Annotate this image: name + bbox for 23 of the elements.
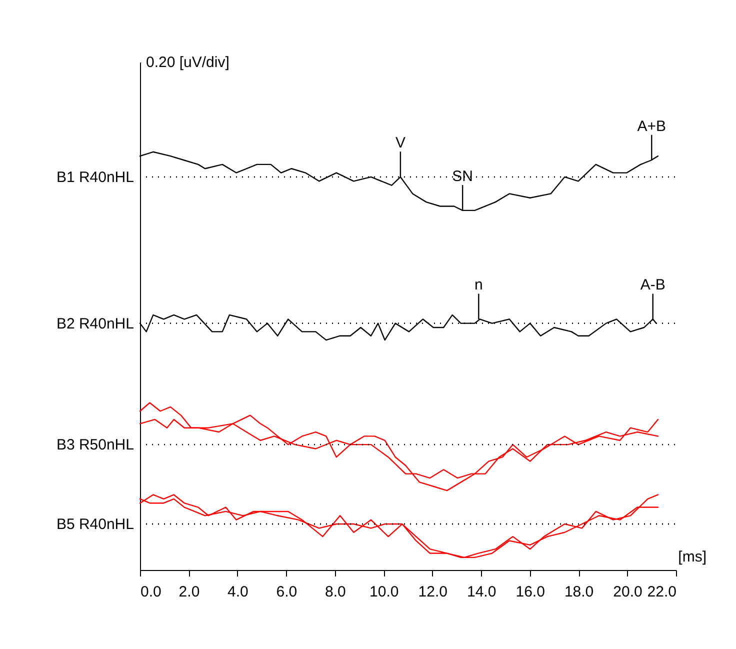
x-tick-label: 16.0 xyxy=(516,584,545,600)
ref-line-label: B3 R50nHL xyxy=(56,436,134,454)
x-tick-label: 10.0 xyxy=(370,584,399,600)
annotation: A+B xyxy=(637,118,666,135)
x-tick-label: 2.0 xyxy=(178,584,200,600)
annotation: SN xyxy=(452,168,473,186)
x-axis-title: [ms] xyxy=(678,548,706,566)
x-tick-label: 8.0 xyxy=(324,584,346,600)
annotation: n xyxy=(474,276,483,294)
ref-line-label: B1 R40nHL xyxy=(56,168,134,186)
annotation: A-B xyxy=(640,276,666,294)
x-tick-label: 4.0 xyxy=(228,584,248,600)
ref-line-label: B5 R40nHL xyxy=(56,516,134,534)
x-tick-label: 6.0 xyxy=(276,584,298,600)
annotation: V xyxy=(395,134,406,152)
x-tick-label: 22.0 xyxy=(647,584,676,600)
text: 0.20 [uV/div] xyxy=(146,54,230,71)
x-tick-label: 14.0 xyxy=(466,584,496,600)
ref-line-label: B2 R40nHL xyxy=(56,315,134,332)
x-tick-label: 18.0 xyxy=(564,584,594,600)
x-tick-label: 0.0 xyxy=(140,584,162,600)
x-tick-label: 20.0 xyxy=(613,584,642,600)
x-tick-label: 12.0 xyxy=(418,584,448,600)
